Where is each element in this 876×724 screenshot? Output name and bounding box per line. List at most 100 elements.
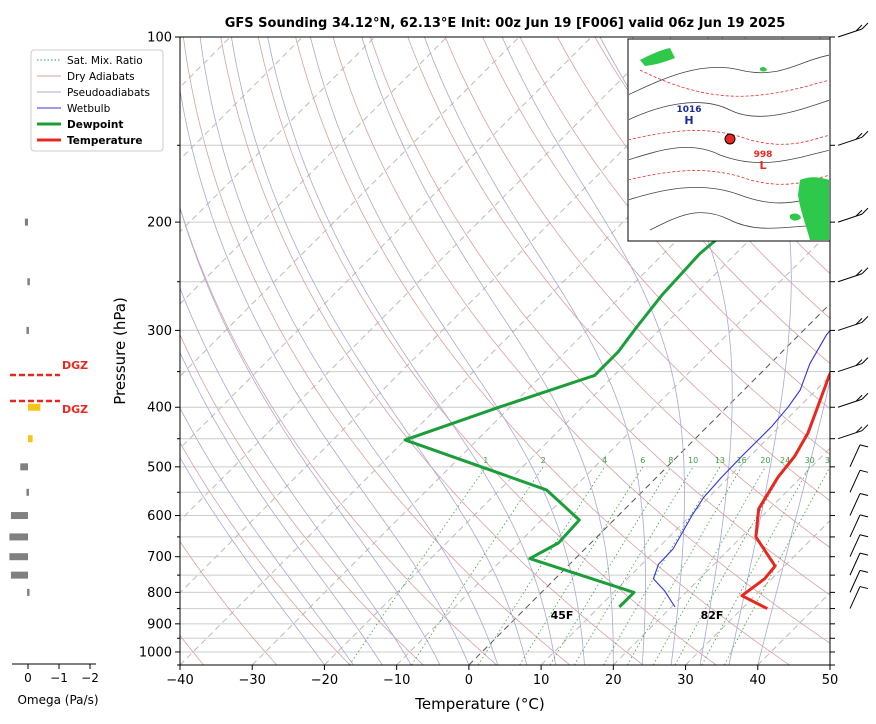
mixing-ratio-label: 16 xyxy=(737,456,747,465)
mixing-ratio-line xyxy=(411,466,544,665)
wetbulb-line xyxy=(652,329,830,608)
dry-adiabat-line xyxy=(257,37,717,665)
omega-bar xyxy=(27,588,30,596)
wind-barb-flag xyxy=(861,392,869,400)
map-contour xyxy=(649,212,829,231)
wind-barb-staff xyxy=(837,136,863,146)
omega-bar xyxy=(9,533,28,541)
map-thickness-line xyxy=(629,130,829,145)
omega-tick-label: 0 xyxy=(24,671,32,685)
wind-barb-flag xyxy=(859,493,869,497)
wind-barb-flag xyxy=(861,207,869,215)
wind-barb xyxy=(837,130,869,146)
legend-label-mixing-ratio: Sat. Mix. Ratio xyxy=(67,55,143,67)
wind-barb-staff xyxy=(849,470,861,493)
x-tick-label: −20 xyxy=(311,673,338,688)
wind-barbs xyxy=(837,22,869,609)
wind-barb-staff xyxy=(849,514,861,538)
legend-label-temperature: Temperature xyxy=(67,135,143,147)
temperature-line xyxy=(740,370,830,610)
sounding-location-marker xyxy=(724,133,736,145)
wind-barb xyxy=(837,316,869,331)
dry-adiabat-line xyxy=(482,37,830,456)
map-high-pressure-value: 1016 xyxy=(676,105,701,115)
pseudoadiabat-line xyxy=(757,379,830,665)
y-tick-label: 500 xyxy=(147,460,172,475)
wind-barb xyxy=(849,493,869,516)
y-tick-label: 800 xyxy=(147,586,172,601)
legend-box xyxy=(30,49,164,152)
pseudoadiabat-line xyxy=(180,407,354,665)
wind-barb-flag xyxy=(855,394,863,402)
omega-bar xyxy=(28,403,41,411)
wind-barb-staff xyxy=(837,273,863,283)
map-precip-area xyxy=(760,66,767,72)
mixing-ratio-label: 6 xyxy=(640,456,645,465)
pseudoadiabat-line xyxy=(361,37,614,665)
dry-adiabat-line xyxy=(295,37,790,665)
dry-adiabat-line xyxy=(407,37,830,549)
pseudoadiabat-line xyxy=(180,206,441,665)
isotherm-line xyxy=(180,37,376,233)
wind-barb xyxy=(849,469,869,493)
omega-bar xyxy=(28,435,33,443)
mixing-ratio-label: 10 xyxy=(688,456,698,465)
mixing-ratio-label: 2 xyxy=(541,456,546,465)
wind-barb-flag xyxy=(855,426,863,434)
legend-label-dewpoint: Dewpoint xyxy=(67,119,123,131)
wind-barb-flag xyxy=(855,318,863,325)
wind-barb-flag xyxy=(855,269,863,277)
y-tick-label: 400 xyxy=(147,401,172,416)
x-tick-label: −10 xyxy=(383,673,410,688)
wind-barb xyxy=(849,514,869,538)
legend-label-wetbulb: Wetbulb xyxy=(67,103,111,115)
wind-barb-flag xyxy=(859,552,869,556)
omega-tick-label: −2 xyxy=(81,671,99,685)
isotherm-line xyxy=(180,37,664,522)
wind-barb-flag xyxy=(859,514,869,518)
wind-barb-flag xyxy=(859,469,869,473)
map-contour xyxy=(629,54,829,95)
wind-barb xyxy=(837,22,869,38)
wind-barb-flag xyxy=(861,424,869,432)
wind-barb-flag xyxy=(861,22,869,30)
wind-barb-flag xyxy=(861,267,869,275)
dry-adiabat-line xyxy=(444,37,830,502)
pseudoadiabat-line xyxy=(501,37,685,665)
dry-adiabat-line xyxy=(370,37,830,596)
map-thickness-line xyxy=(629,170,829,185)
wind-barb-staff xyxy=(837,363,863,373)
dry-adiabat-line xyxy=(180,206,497,665)
map-high-pressure-marker: H xyxy=(684,114,693,127)
pseudoadiabat-line xyxy=(180,87,470,665)
wind-barb-staff xyxy=(849,493,861,516)
x-tick-label: −30 xyxy=(239,673,266,688)
isotherm-line xyxy=(180,37,592,450)
dry-adiabat-line xyxy=(594,37,830,319)
wind-barb xyxy=(849,586,869,609)
map-precip-area xyxy=(640,48,675,66)
mixing-ratio-label: 8 xyxy=(668,456,673,465)
y-tick-label: 900 xyxy=(147,617,172,632)
dry-adiabat-line xyxy=(519,37,830,410)
mixing-ratio-line xyxy=(574,466,694,665)
y-tick-label: 700 xyxy=(147,550,172,565)
wind-barb-staff xyxy=(849,534,861,557)
surface-temperature-label: 82F xyxy=(701,609,724,622)
legend: Sat. Mix. Ratio Dry Adiabats Pseudoadiab… xyxy=(30,49,164,152)
wind-barb-staff xyxy=(837,213,863,223)
pseudoadiabat-line xyxy=(310,37,585,665)
wind-barb-flag xyxy=(861,357,869,364)
y-tick-label: 200 xyxy=(147,216,172,231)
map-contour xyxy=(629,99,829,120)
omega-bar xyxy=(26,326,29,334)
mixing-ratio-label: 24 xyxy=(780,456,790,465)
wind-barb-flag xyxy=(859,569,869,573)
y-axis-label: Pressure (hPa) xyxy=(111,297,129,405)
inset-map: 1016 H 998 L xyxy=(627,38,831,242)
pseudoadiabat-line xyxy=(231,37,528,665)
legend-label-pseudoadiabats: Pseudoadiabats xyxy=(67,87,150,99)
omega-tick-label: −1 xyxy=(50,671,68,685)
wind-barb-staff xyxy=(849,570,861,593)
